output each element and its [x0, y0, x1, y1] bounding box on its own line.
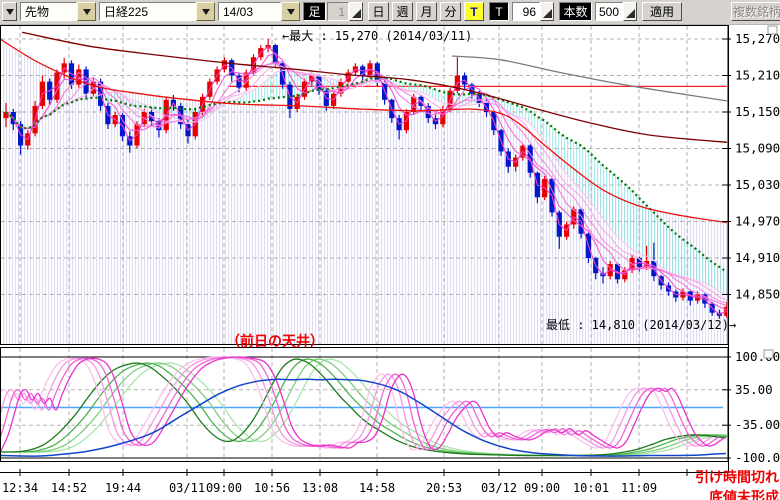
osc-axis-label: -100.00: [735, 450, 780, 465]
spinner-icon: [351, 9, 361, 18]
contract-month-value: 14/03: [218, 2, 281, 21]
price-axis-label: 15,210: [735, 68, 780, 83]
max-price-annotation: ←最大 : 15,270 (2014/03/11): [282, 29, 473, 43]
collapse-dropdown-button[interactable]: [2, 2, 17, 21]
t-param-label[interactable]: T: [489, 2, 509, 21]
time-axis-label: 14:52: [51, 481, 87, 495]
time-axis-label: 11:09: [621, 481, 657, 495]
chevron-down-icon: [286, 8, 295, 15]
contract-month-select[interactable]: 14/03: [218, 2, 300, 21]
time-axis-label: 03/11: [169, 481, 205, 495]
bar-type-button[interactable]: 足: [303, 2, 326, 21]
tick-mode-button[interactable]: T: [464, 2, 484, 21]
time-axis-label: 12:34: [2, 481, 38, 495]
toolbar: 先物 日経225 14/03 足 1 日 週 月 分 T T 96 本数 500…: [0, 0, 780, 25]
price-axis-label: 15,270: [735, 31, 780, 46]
period-day-button[interactable]: 日: [368, 2, 389, 21]
oscillator-lines: [1, 356, 727, 457]
period-minute-button[interactable]: 分: [440, 2, 461, 21]
green-ma-line: [5, 76, 727, 273]
symbol-value: 日経225: [99, 2, 196, 21]
instrument-value: 先物: [20, 2, 77, 21]
contract-month-dropdown-button[interactable]: [281, 2, 300, 21]
timeout-annotation-line2: 底値未形成: [709, 490, 779, 500]
time-axis-label: 13:08: [302, 481, 338, 495]
time-axis-label: 19:44: [105, 481, 141, 495]
price-axis-label: 14,910: [735, 250, 780, 265]
chevron-down-icon: [201, 8, 210, 15]
price-axis-label: 15,030: [735, 177, 780, 192]
time-axis-label: 09:00: [524, 481, 560, 495]
timeout-annotation-line1: 引け時間切れ: [695, 470, 779, 486]
panel-corner-handle: [767, 25, 778, 35]
instrument-dropdown-button[interactable]: [77, 2, 96, 21]
osc-axis-label: 35.00: [735, 382, 773, 397]
osc-axis-label: -35.00: [735, 417, 780, 432]
ceiling-annotation: （前日の天井）: [226, 334, 324, 350]
price-axis-label: 14,850: [735, 287, 780, 302]
time-axis-label: 20:53: [426, 481, 462, 495]
spinner-icon: [625, 9, 635, 18]
time-axis-label: 09:00: [206, 481, 242, 495]
period-month-button[interactable]: 月: [416, 2, 437, 21]
chevron-down-icon: [82, 8, 91, 15]
instrument-select[interactable]: 先物: [20, 2, 96, 21]
bar-interval-field[interactable]: 1: [327, 2, 349, 21]
gray-ma-line: [451, 55, 727, 102]
symbol-dropdown-button[interactable]: [196, 2, 215, 21]
multi-symbol-button: 複数銘柄: [731, 2, 780, 21]
period-week-button[interactable]: 週: [392, 2, 413, 21]
spinner-icon: [542, 9, 552, 18]
time-axis-label: 14:58: [359, 481, 395, 495]
price-axis-label: 15,090: [735, 141, 780, 156]
red-ma-line: [1, 38, 727, 224]
time-axis-label: 10:56: [254, 481, 290, 495]
symbol-select[interactable]: 日経225: [99, 2, 215, 21]
time-axis-label: 10:01: [573, 481, 609, 495]
min-price-annotation: 最低 : 14,810 (2014/03/12)→: [546, 318, 737, 332]
bar-interval-spinner[interactable]: [349, 2, 363, 21]
apply-button[interactable]: 適用: [642, 2, 682, 21]
ma-band-fill: [6, 70, 727, 295]
bar-count-spinner[interactable]: [623, 2, 637, 21]
price-axis-label: 14,970: [735, 214, 780, 229]
price-axis-label: 15,150: [735, 104, 780, 119]
timeout-annotation: 引け時間切れ 底値未形成: [695, 467, 779, 500]
t-param-spinner[interactable]: [540, 2, 554, 21]
t-param-field[interactable]: 96: [512, 2, 540, 21]
bar-count-label: 本数: [559, 2, 592, 21]
time-axis-label: 03/12: [481, 481, 517, 495]
chevron-down-icon: [5, 8, 14, 15]
bar-count-field[interactable]: 500: [595, 2, 623, 21]
panel-corner-handle: [763, 349, 774, 359]
dark-red-ma-line: [21, 31, 727, 143]
